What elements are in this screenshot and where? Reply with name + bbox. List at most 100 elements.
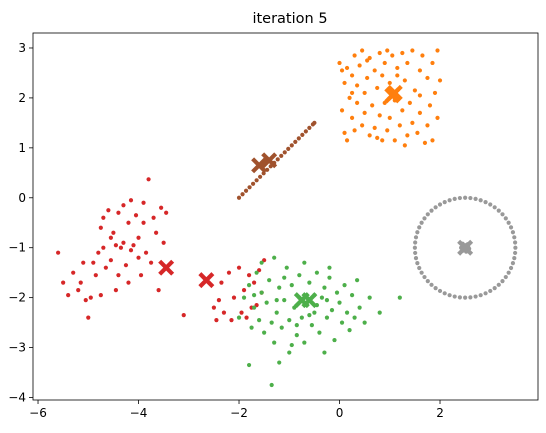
data-point-gray xyxy=(442,199,447,205)
y-tick-label: 2 xyxy=(18,91,26,105)
data-point-gray xyxy=(417,265,422,271)
y-tick-label: 1 xyxy=(18,141,26,155)
data-point-orange xyxy=(400,108,405,113)
data-point-brown xyxy=(312,120,317,125)
x-tick-label: −2 xyxy=(230,406,248,420)
centroid-marker-brown xyxy=(261,152,278,169)
data-point-orange xyxy=(425,123,430,128)
data-point-green xyxy=(334,290,340,295)
data-point-orange xyxy=(437,78,443,83)
data-point-gray xyxy=(433,205,438,210)
data-point-red xyxy=(61,280,66,285)
data-point-red xyxy=(113,288,119,293)
data-point-brown xyxy=(307,125,312,130)
data-point-red xyxy=(136,255,141,260)
data-point-green xyxy=(246,283,252,288)
data-point-red xyxy=(138,273,144,278)
data-point-red xyxy=(156,288,161,293)
centroid-marker-green xyxy=(301,292,318,309)
data-point-gray xyxy=(508,225,514,230)
data-point-orange xyxy=(405,133,410,138)
data-point-red xyxy=(121,240,126,245)
data-point-orange xyxy=(405,60,410,66)
data-point-green xyxy=(344,310,350,315)
data-point-orange xyxy=(349,115,355,120)
data-point-red xyxy=(106,208,111,213)
data-point-orange xyxy=(422,140,428,145)
data-point-red xyxy=(83,298,88,303)
x-tick-label: −6 xyxy=(29,406,47,420)
data-point-gray xyxy=(452,294,457,299)
data-point-red xyxy=(244,315,249,320)
data-point-red xyxy=(71,270,76,275)
data-point-green xyxy=(284,265,289,270)
data-point-red xyxy=(76,288,81,293)
data-point-red xyxy=(181,313,186,318)
data-point-orange xyxy=(435,48,440,53)
data-point-gray xyxy=(492,205,497,210)
data-point-gray xyxy=(496,208,501,213)
data-point-gray xyxy=(442,291,447,296)
data-point-red xyxy=(66,293,71,298)
data-point-green xyxy=(355,278,360,283)
y-tick-label: −3 xyxy=(8,341,26,355)
data-point-brown xyxy=(254,178,259,183)
data-point-red xyxy=(128,248,134,253)
data-point-green xyxy=(277,360,282,365)
data-point-brown xyxy=(247,185,252,190)
data-point-orange xyxy=(337,60,342,66)
data-point-orange xyxy=(352,128,357,133)
data-point-orange xyxy=(375,135,380,140)
data-point-red xyxy=(98,293,103,298)
data-point-green xyxy=(274,310,279,315)
data-point-green xyxy=(302,340,307,345)
data-point-green xyxy=(259,260,264,265)
data-point-green xyxy=(362,320,367,325)
data-point-gray xyxy=(413,235,419,240)
data-point-green xyxy=(282,275,287,280)
data-point-red xyxy=(239,310,244,315)
data-point-red xyxy=(221,310,227,315)
data-point-gray xyxy=(483,199,488,205)
data-point-red xyxy=(103,265,108,270)
data-point-gray xyxy=(429,208,434,213)
data-point-red xyxy=(101,215,106,220)
data-point-gray xyxy=(437,202,443,207)
data-point-orange xyxy=(360,48,365,53)
data-point-orange xyxy=(415,130,420,135)
data-point-red xyxy=(136,235,141,240)
data-point-green xyxy=(277,285,282,290)
data-point-red xyxy=(101,245,106,250)
data-point-green xyxy=(279,325,284,330)
data-point-brown xyxy=(236,195,242,200)
y-tick-label: 3 xyxy=(18,41,26,55)
data-point-green xyxy=(264,300,269,305)
data-point-orange xyxy=(425,75,430,81)
data-point-green xyxy=(257,318,262,323)
data-point-gray xyxy=(437,288,443,294)
data-point-red xyxy=(88,295,93,300)
data-point-gray xyxy=(468,295,473,300)
data-point-brown xyxy=(275,157,280,162)
data-point-gray xyxy=(452,196,457,201)
data-point-orange xyxy=(417,68,423,73)
y-tick-label: 0 xyxy=(18,191,26,205)
data-point-gray xyxy=(473,196,478,201)
data-point-orange xyxy=(344,65,350,71)
y-tick-label: −2 xyxy=(8,291,26,305)
data-point-red xyxy=(96,250,101,255)
data-point-orange xyxy=(402,78,407,83)
data-point-gray xyxy=(512,235,517,240)
x-tick-label: 0 xyxy=(336,406,344,420)
data-point-red xyxy=(141,200,146,205)
data-point-green xyxy=(317,330,322,335)
data-point-orange xyxy=(377,50,382,56)
chart-title: iteration 5 xyxy=(252,11,327,27)
data-point-green xyxy=(327,265,332,270)
data-point-orange xyxy=(362,90,367,96)
data-point-red xyxy=(118,245,124,250)
data-point-green xyxy=(297,273,302,278)
data-point-green xyxy=(267,278,272,283)
data-point-orange xyxy=(410,48,415,53)
data-point-red xyxy=(164,210,169,215)
